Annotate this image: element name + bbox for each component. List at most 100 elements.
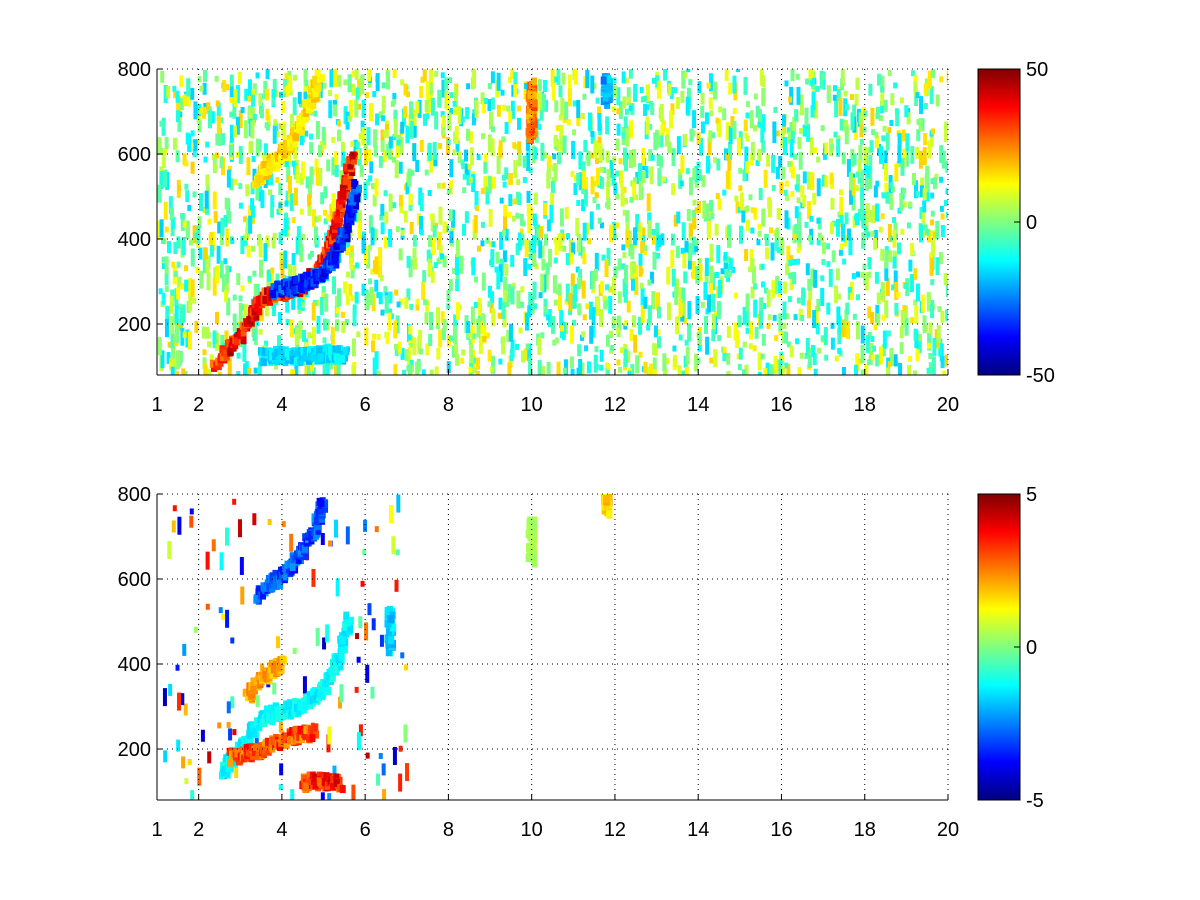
heatmap-cell (216, 115, 221, 134)
heatmap-cell (363, 181, 368, 200)
heatmap-cell (722, 189, 727, 196)
heatmap-cell (722, 108, 727, 121)
heatmap-cell (873, 324, 878, 331)
heatmap-cell (908, 355, 913, 362)
heatmap-cell (585, 70, 590, 89)
heatmap-cell (488, 208, 493, 227)
heatmap-cell (527, 542, 534, 551)
heatmap-cell (171, 358, 176, 371)
heatmap-cell (843, 90, 848, 97)
heatmap-cell (876, 313, 881, 326)
heatmap-cell (725, 170, 730, 189)
heatmap-cell (341, 627, 348, 636)
heatmap-cell (815, 85, 820, 92)
heatmap-cell (794, 184, 799, 191)
heatmap-cell (266, 673, 273, 682)
heatmap-cell (741, 210, 746, 223)
heatmap-cell (200, 729, 205, 742)
heatmap-cell (722, 349, 727, 362)
heatmap-cell (337, 120, 342, 127)
heatmap-cell (840, 69, 845, 86)
heatmap-cell (379, 214, 384, 221)
heatmap-cell (572, 129, 577, 136)
heatmap-cell (927, 140, 932, 159)
heatmap-cell (215, 100, 220, 107)
heatmap-cell (436, 258, 441, 265)
heatmap-cell (612, 318, 617, 325)
heatmap-cell (239, 556, 244, 575)
heatmap-cell (376, 333, 381, 340)
heatmap-cell (397, 134, 402, 141)
heatmap-cell (925, 183, 930, 202)
heatmap-cell (667, 83, 672, 96)
heatmap-cell (198, 247, 203, 260)
heatmap-cell (307, 197, 312, 216)
heatmap-cell (643, 249, 648, 256)
heatmap-cell (763, 169, 768, 188)
heatmap-cell (501, 104, 506, 111)
heatmap-cell (301, 544, 308, 553)
heatmap-cell (392, 202, 397, 209)
heatmap-cell (662, 176, 667, 183)
heatmap-cell (861, 232, 866, 245)
heatmap-cell (498, 297, 503, 310)
heatmap-cell (302, 676, 307, 695)
heatmap-cell (331, 231, 338, 240)
heatmap-cell (789, 86, 794, 105)
heatmap-cell (878, 115, 883, 122)
heatmap-cell (331, 157, 336, 176)
heatmap-cell (790, 69, 795, 82)
heatmap-cell (306, 771, 313, 780)
heatmap-cell (930, 279, 935, 286)
heatmap-cell (310, 359, 315, 372)
x-tick-label: 4 (276, 394, 287, 416)
heatmap-cell (387, 312, 392, 331)
heatmap-cell (273, 121, 278, 128)
heatmap-cell (810, 268, 815, 287)
heatmap-cell (368, 215, 373, 234)
heatmap-cell (213, 164, 218, 171)
heatmap-cell (593, 354, 598, 373)
heatmap-cell (194, 232, 199, 239)
heatmap-cell (237, 71, 242, 84)
heatmap-cell (745, 308, 750, 327)
heatmap-cell (796, 211, 801, 230)
heatmap-cell (836, 306, 841, 325)
heatmap-cell (565, 233, 570, 240)
heatmap-cell (847, 287, 852, 300)
heatmap-cell (276, 663, 283, 672)
heatmap-cell (210, 244, 215, 257)
heatmap-cell (267, 704, 274, 713)
heatmap-cell (652, 369, 657, 375)
heatmap-cell (303, 346, 310, 355)
heatmap-cell (864, 272, 869, 291)
heatmap-cell (880, 93, 885, 106)
heatmap-cell (725, 122, 730, 141)
heatmap-cell (480, 321, 485, 334)
heatmap-cell (434, 111, 439, 130)
heatmap-cell (672, 345, 677, 352)
heatmap-cell (674, 286, 679, 305)
heatmap-cell (261, 152, 266, 159)
heatmap-cell (781, 114, 786, 127)
heatmap-cell (446, 303, 451, 310)
heatmap-cell (700, 105, 705, 118)
heatmap-cell (315, 121, 320, 140)
heatmap-cell (187, 204, 192, 211)
heatmap-cell (190, 248, 195, 267)
heatmap-cell (295, 165, 300, 184)
heatmap-cell (646, 84, 651, 103)
heatmap-cell (780, 236, 785, 255)
heatmap-cell (205, 551, 210, 570)
heatmap-cell (902, 148, 907, 167)
heatmap-cell (340, 311, 345, 318)
heatmap-cell (392, 92, 397, 99)
heatmap-cell (326, 354, 333, 363)
heatmap-cell (202, 357, 207, 370)
heatmap-cell (530, 77, 537, 86)
heatmap-cell (496, 271, 501, 290)
heatmap-cell (787, 131, 792, 144)
heatmap-cell (358, 724, 363, 737)
heatmap-cell (817, 347, 822, 354)
